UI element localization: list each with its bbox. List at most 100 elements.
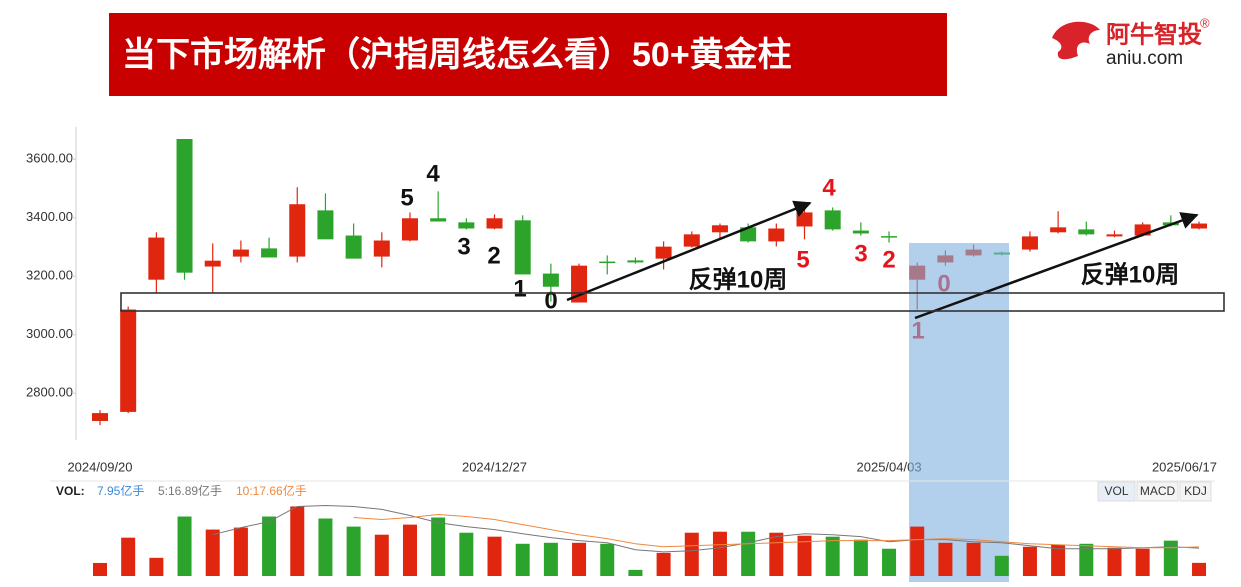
volume-bar (1192, 562, 1207, 576)
volume-bar (233, 527, 248, 576)
volume-bar (684, 532, 699, 576)
vol-current: 7.95亿手 (97, 483, 144, 498)
candle-body (627, 260, 644, 263)
x-tick-label: 2025/04/03 (857, 459, 922, 474)
volume-bar (431, 517, 446, 576)
y-tick-label: 3600.00 (26, 151, 73, 166)
candle-body (683, 234, 700, 247)
volume-bar (262, 516, 277, 576)
volume-bar (712, 531, 727, 576)
volume-bar (825, 536, 840, 576)
volume-bar (600, 543, 615, 576)
arrow (566, 200, 812, 302)
y-tick-label: 3200.00 (26, 268, 73, 283)
candle-body (148, 237, 165, 280)
candle-body (289, 204, 306, 257)
tab-label[interactable]: MACD (1140, 484, 1176, 498)
candle-body (852, 230, 869, 234)
annotation: 3 (854, 240, 867, 267)
volume-bar (769, 532, 784, 576)
candle-body (542, 273, 559, 287)
candle-body (430, 218, 447, 222)
volume-bar (741, 531, 756, 576)
volume-bar (121, 537, 136, 576)
y-tick-label: 3400.00 (26, 209, 73, 224)
candle-body (740, 227, 757, 242)
volume-bar (1107, 547, 1122, 576)
volume-bar (966, 542, 981, 576)
candle-body (711, 225, 728, 233)
volume-bar (346, 526, 361, 576)
logo-icon (1052, 21, 1100, 60)
volume-bar (93, 562, 107, 576)
annotation: 4 (426, 160, 440, 187)
tab[interactable] (1136, 481, 1179, 502)
tab[interactable] (1097, 481, 1136, 502)
volume-bar (459, 532, 474, 576)
y-tick-label: 3000.00 (26, 326, 73, 341)
candle-body (1050, 227, 1067, 233)
candle-body (599, 261, 616, 264)
legend-entry: 10:17.66亿手 (236, 483, 307, 498)
annotation: 5 (400, 184, 413, 211)
candle-body (796, 212, 813, 227)
annotation: 3 (457, 233, 470, 260)
x-tick-label: 2024/09/20 (67, 459, 132, 474)
title-banner (109, 13, 947, 96)
volume-bar (1051, 544, 1066, 576)
volume-bar (853, 539, 868, 576)
volume-bar (1163, 540, 1178, 576)
tab[interactable] (1179, 481, 1212, 502)
candle-body (373, 240, 390, 257)
vol-label: VOL: (56, 484, 85, 498)
candle-body (1134, 224, 1151, 236)
annotation: 1 (513, 275, 526, 302)
annotation: 反弹10周 (1081, 261, 1180, 288)
support-box (120, 292, 1225, 312)
candle-body (768, 228, 785, 242)
volume-bar (402, 524, 417, 576)
candle-body (458, 222, 475, 229)
volume-bar (205, 529, 220, 576)
candle-body (1191, 223, 1208, 229)
candle-body (881, 236, 898, 238)
candle-body (232, 249, 249, 257)
candle-body (317, 210, 334, 240)
candle-body (1078, 229, 1095, 235)
candle-body (514, 220, 531, 275)
candle-body (401, 218, 418, 241)
logo-name: 阿牛智投 (1106, 20, 1202, 48)
volume-bar (374, 534, 389, 576)
x-tick-label: 2024/12/27 (462, 459, 527, 474)
tab-label[interactable]: KDJ (1184, 484, 1207, 498)
ma-line (212, 504, 1200, 553)
candle-body (824, 210, 841, 230)
annotation: 2 (882, 246, 895, 273)
arrow (914, 212, 1199, 320)
y-tick-label: 2800.00 (26, 385, 73, 400)
candle-body (261, 248, 278, 258)
annotation: 0 (544, 287, 557, 314)
highlight-region (909, 243, 1009, 582)
legend-entry: 5:16.89亿手 (158, 483, 222, 498)
annotation: 4 (822, 174, 836, 201)
volume-bar (1022, 546, 1037, 576)
volume-bar (882, 548, 897, 576)
candle-body (1021, 236, 1038, 250)
volume-bar (318, 518, 333, 576)
volume-bar (797, 535, 812, 576)
volume-bar (1079, 543, 1094, 576)
volume-bar (177, 516, 192, 576)
tab-label[interactable]: VOL (1104, 484, 1128, 498)
volume-bar (543, 542, 558, 576)
candle-body (176, 138, 193, 273)
volume-bar (487, 536, 502, 576)
x-tick-label: 2025/06/17 (1152, 459, 1217, 474)
candle-body (120, 309, 137, 412)
volume-bar (1135, 548, 1150, 576)
ma-line (353, 514, 1200, 549)
volume-bar (938, 542, 953, 576)
candle-body (92, 413, 108, 421)
